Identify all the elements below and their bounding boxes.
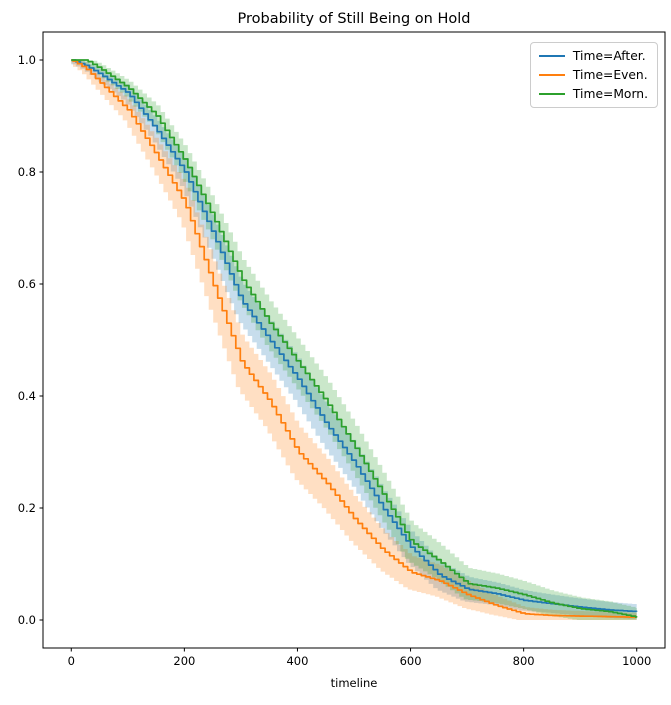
- legend-line-even-icon: [538, 73, 565, 77]
- y-axis-ticks: 0.0 0.2 0.4 0.6 0.8 1.0: [18, 53, 43, 627]
- x-axis-label: timeline: [331, 676, 378, 690]
- legend-item-after: Time=After.: [538, 49, 648, 63]
- x-tick-label: 800: [513, 654, 535, 668]
- confidence-band-Time=Even.: [71, 60, 637, 620]
- legend-line-after-icon: [538, 54, 565, 58]
- x-tick-label: 400: [286, 654, 308, 668]
- x-axis-ticks: 0 200 400 600 800 1000: [68, 648, 651, 668]
- legend-item-even: Time=Even.: [538, 68, 648, 82]
- confidence-band-Time=Morn.: [71, 60, 637, 620]
- survival-curve-Time=Morn.: [71, 59, 638, 618]
- x-tick-label: 600: [400, 654, 422, 668]
- y-tick-label: 0.6: [18, 277, 36, 291]
- survival-curve-Time=Even.: [71, 59, 638, 618]
- legend-label-even: Time=Even.: [572, 68, 648, 82]
- series-bands: [71, 60, 637, 620]
- legend-item-morn: Time=Morn.: [538, 87, 648, 101]
- survival-curve-Time=After.: [71, 59, 638, 613]
- y-tick-label: 0.0: [18, 613, 36, 627]
- x-tick-label: 200: [173, 654, 195, 668]
- legend-label-after: Time=After.: [572, 49, 646, 63]
- x-tick-label: 1000: [622, 654, 651, 668]
- series-lines: [71, 59, 638, 618]
- x-tick-label: 0: [68, 654, 75, 668]
- y-tick-label: 0.2: [18, 501, 36, 515]
- y-tick-label: 0.4: [18, 389, 36, 403]
- legend-line-morn-icon: [538, 92, 565, 96]
- y-tick-label: 1.0: [18, 53, 36, 67]
- legend-label-morn: Time=Morn.: [572, 87, 648, 101]
- y-tick-label: 0.8: [18, 165, 36, 179]
- chart-title: Probability of Still Being on Hold: [237, 11, 470, 27]
- legend: Time=After. Time=Even. Time=Morn.: [529, 42, 658, 108]
- plot-border: [42, 31, 666, 649]
